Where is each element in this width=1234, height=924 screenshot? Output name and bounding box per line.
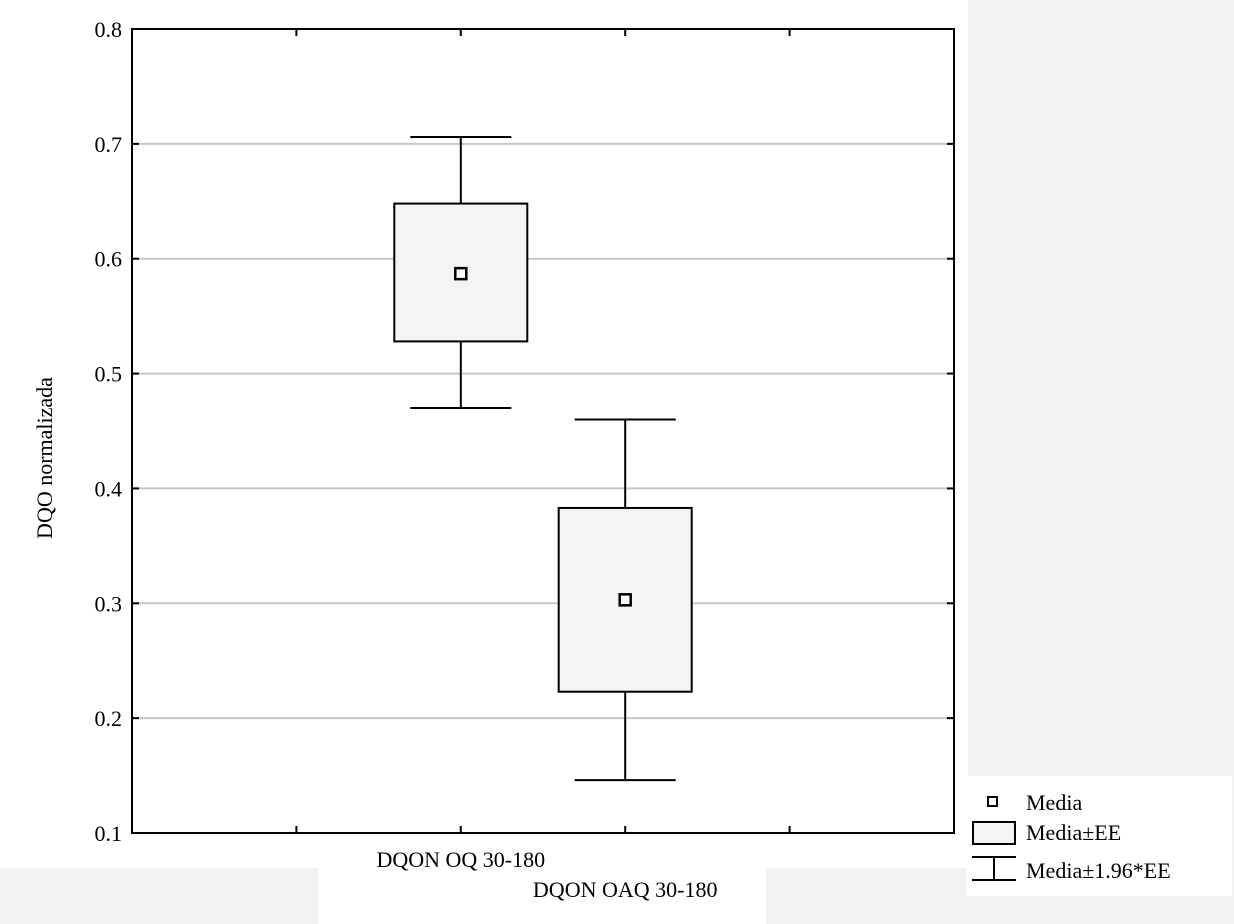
- gridlines: [132, 142, 954, 720]
- boxes: [393, 135, 693, 782]
- y-tick-label: 0.7: [95, 132, 123, 157]
- legend: Media Media±EE Media±1.96*EE: [972, 790, 1171, 883]
- y-tick-label: 0.2: [95, 706, 123, 731]
- category-label-background: [318, 840, 766, 924]
- y-tick-label: 0.6: [95, 247, 123, 272]
- box-group: [557, 418, 693, 782]
- y-axis-title: DQO normalizada: [32, 377, 57, 539]
- y-tick-label: 0.1: [95, 821, 123, 846]
- legend-label-media-ee: Media±EE: [1026, 820, 1121, 845]
- plot-frame: [131, 28, 955, 834]
- legend-box-icon: [972, 821, 1016, 845]
- category-label: DQON OQ 30-180: [376, 847, 545, 872]
- axis-ticks: [132, 28, 954, 834]
- y-tick-label: 0.8: [95, 17, 123, 42]
- category-labels: DQON OQ 30-180 DQON OAQ 30-180: [376, 847, 717, 902]
- legend-item-media: Media: [987, 790, 1082, 815]
- legend-label-media: Media: [1026, 790, 1082, 815]
- y-tick-labels: 0.1 0.2 0.3 0.4 0.5 0.6 0.7 0.8: [95, 17, 123, 846]
- mean-marker: [618, 593, 632, 607]
- legend-item-media-ee: Media±EE: [972, 820, 1121, 845]
- box-group: [393, 135, 529, 410]
- legend-item-media-196-ee: Media±1.96*EE: [972, 856, 1171, 883]
- legend-mean-square-icon: [987, 796, 998, 807]
- category-label: DQON OAQ 30-180: [533, 877, 718, 902]
- y-tick-label: 0.4: [95, 476, 123, 501]
- y-tick-label: 0.5: [95, 362, 123, 387]
- legend-label-media-196-ee: Media±1.96*EE: [1026, 858, 1171, 883]
- legend-whisker-icon: [972, 856, 1016, 881]
- mean-marker: [454, 266, 468, 281]
- y-tick-label: 0.3: [95, 591, 123, 616]
